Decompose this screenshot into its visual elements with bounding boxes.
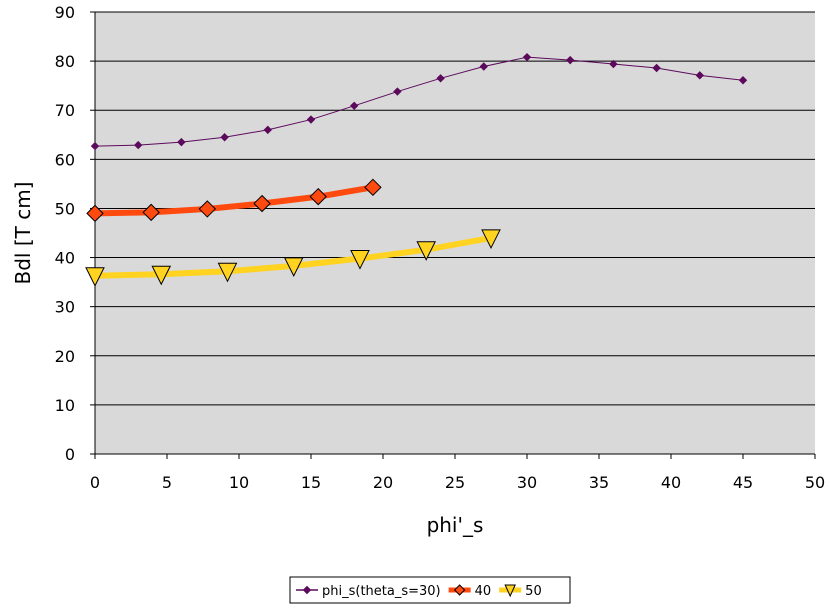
data-point <box>738 76 748 85</box>
data-point <box>133 140 143 150</box>
y-tick-label: 0 <box>65 445 75 464</box>
y-tick-label: 10 <box>55 396 75 415</box>
data-series <box>85 52 748 287</box>
series-2 <box>86 178 382 223</box>
x-axis-ticks: 0 5 10 15 20 25 30 35 40 45 50 <box>90 454 825 492</box>
x-tick-label: 10 <box>229 473 249 492</box>
data-point <box>364 178 382 197</box>
plot-area <box>95 12 815 454</box>
series-3 <box>85 229 501 287</box>
legend: phi_s(theta_s=30) 40 50 <box>289 576 571 604</box>
data-point <box>652 63 661 73</box>
data-point <box>393 87 402 96</box>
legend-label: 50 <box>525 584 542 599</box>
x-tick-label: 25 <box>445 473 465 492</box>
x-axis-label: phi'_s <box>427 513 484 537</box>
y-tick-label: 80 <box>55 52 75 71</box>
data-point <box>522 52 532 62</box>
data-point <box>217 262 238 283</box>
data-point <box>479 62 489 71</box>
x-tick-label: 20 <box>373 473 393 492</box>
legend-swatch-marker <box>504 584 516 598</box>
y-tick-label: 40 <box>55 249 75 268</box>
legend-box <box>289 576 571 604</box>
data-point <box>90 141 100 151</box>
y-tick-label: 30 <box>55 298 75 317</box>
data-point <box>416 241 437 261</box>
legend-item: 50 <box>499 584 542 599</box>
data-point <box>283 257 304 278</box>
data-point <box>695 71 705 80</box>
data-point <box>565 55 575 65</box>
x-tick-label: 0 <box>90 473 100 492</box>
legend-label: phi_s(theta_s=30) <box>322 584 441 599</box>
data-point <box>142 203 160 222</box>
series-line <box>92 184 376 217</box>
data-point <box>177 137 186 147</box>
x-tick-label: 35 <box>589 473 609 492</box>
data-point <box>198 200 217 218</box>
x-tick-label: 30 <box>517 473 537 492</box>
y-axis-label: Bdl [T cm] <box>11 182 35 285</box>
y-axis-ticks: 0 10 20 30 40 50 60 70 80 90 <box>55 3 95 464</box>
data-point <box>481 229 501 250</box>
data-point <box>306 115 316 124</box>
series-1 <box>90 52 748 151</box>
series-line <box>94 56 744 147</box>
data-point <box>309 187 327 206</box>
x-tick-label: 40 <box>661 473 681 492</box>
legend-swatch-marker <box>453 584 466 596</box>
data-point <box>350 250 370 270</box>
y-tick-label: 20 <box>55 347 75 366</box>
data-point <box>151 265 172 286</box>
x-tick-label: 5 <box>162 473 172 492</box>
x-tick-label: 50 <box>805 473 825 492</box>
x-tick-label: 15 <box>301 473 321 492</box>
data-point <box>349 101 359 111</box>
legend-swatch-marker <box>302 585 312 595</box>
legend-item: 40 <box>448 584 492 599</box>
legend-item: phi_s(theta_s=30) <box>296 584 441 599</box>
data-point <box>253 194 271 213</box>
x-tick-label: 45 <box>733 473 753 492</box>
legend-label: 40 <box>475 584 492 599</box>
data-point <box>436 74 445 83</box>
data-point <box>263 125 273 135</box>
y-tick-label: 50 <box>55 199 75 218</box>
y-tick-label: 90 <box>55 3 75 22</box>
y-tick-label: 70 <box>55 101 75 120</box>
y-tick-label: 60 <box>55 150 75 169</box>
data-point <box>85 267 105 287</box>
data-point <box>609 59 618 69</box>
data-point <box>86 204 104 223</box>
data-point <box>220 133 229 142</box>
